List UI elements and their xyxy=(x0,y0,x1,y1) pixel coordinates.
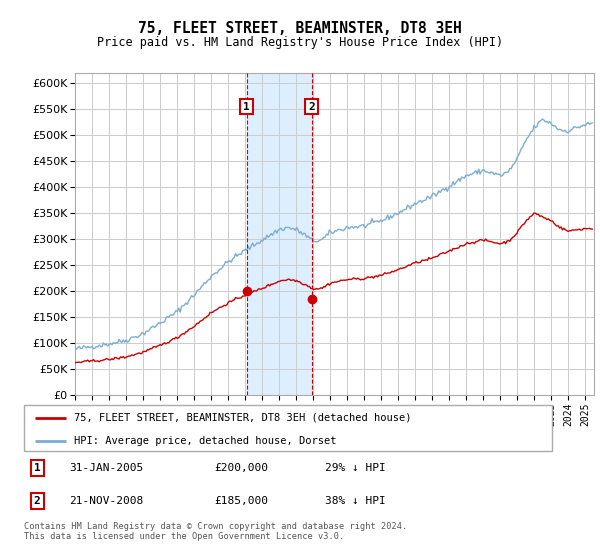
Text: 2: 2 xyxy=(308,101,315,111)
FancyBboxPatch shape xyxy=(24,405,552,451)
Text: 29% ↓ HPI: 29% ↓ HPI xyxy=(325,463,386,473)
Text: 75, FLEET STREET, BEAMINSTER, DT8 3EH: 75, FLEET STREET, BEAMINSTER, DT8 3EH xyxy=(138,21,462,36)
Text: 75, FLEET STREET, BEAMINSTER, DT8 3EH (detached house): 75, FLEET STREET, BEAMINSTER, DT8 3EH (d… xyxy=(74,413,412,423)
Text: 21-NOV-2008: 21-NOV-2008 xyxy=(69,496,143,506)
Text: 1: 1 xyxy=(243,101,250,111)
Bar xyxy=(247,73,311,395)
Text: HPI: Average price, detached house, Dorset: HPI: Average price, detached house, Dors… xyxy=(74,436,337,446)
Text: Price paid vs. HM Land Registry's House Price Index (HPI): Price paid vs. HM Land Registry's House … xyxy=(97,36,503,49)
Text: 31-JAN-2005: 31-JAN-2005 xyxy=(69,463,143,473)
Text: £200,000: £200,000 xyxy=(214,463,268,473)
Text: £185,000: £185,000 xyxy=(214,496,268,506)
Text: 2: 2 xyxy=(34,496,41,506)
Text: Contains HM Land Registry data © Crown copyright and database right 2024.
This d: Contains HM Land Registry data © Crown c… xyxy=(24,522,407,542)
Text: 1: 1 xyxy=(34,463,41,473)
Text: 38% ↓ HPI: 38% ↓ HPI xyxy=(325,496,386,506)
